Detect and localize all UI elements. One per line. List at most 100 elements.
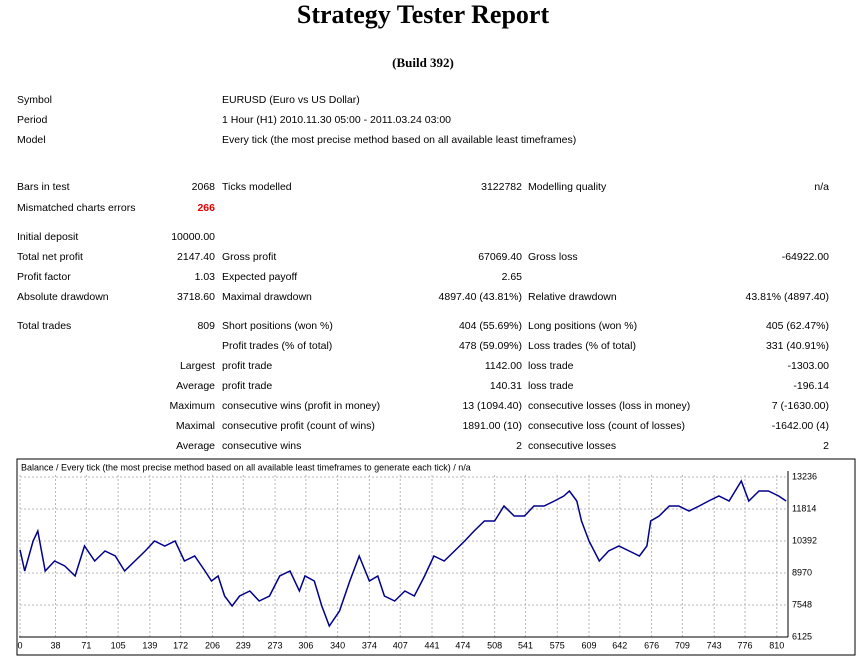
stat-value: Largest <box>180 360 215 372</box>
x-tick-label: 609 <box>581 640 596 650</box>
stat-label: Modelling quality <box>528 181 607 193</box>
x-tick-label: 575 <box>550 640 565 650</box>
stat-label: Mismatched charts errors <box>17 202 135 214</box>
stat-label: consecutive losses <box>528 440 616 452</box>
stat-label: Relative drawdown <box>528 291 617 303</box>
stat-value: 67069.40 <box>478 251 522 263</box>
stat-value: -196.14 <box>793 380 829 392</box>
stat-label: Initial deposit <box>17 231 78 243</box>
stat-label: Profit factor <box>17 271 71 283</box>
y-tick-label: 10392 <box>792 535 817 545</box>
stat-value: 140.31 <box>490 380 522 392</box>
stat-label: Total trades <box>17 320 71 332</box>
x-tick-label: 541 <box>518 640 533 650</box>
stat-value: 2147.40 <box>177 251 215 263</box>
stat-value: 1142.00 <box>485 360 522 372</box>
x-tick-label: 374 <box>362 640 377 650</box>
stat-value: Average <box>176 440 215 452</box>
stat-value: 3122782 <box>481 181 522 193</box>
stat-value: 3718.60 <box>177 291 215 303</box>
stat-label: Gross profit <box>222 251 276 263</box>
stat-label: Loss trades (% of total) <box>528 340 636 352</box>
stat-value: 7 (-1630.00) <box>772 400 829 412</box>
x-tick-label: 71 <box>81 640 91 650</box>
x-tick-label: 709 <box>675 640 690 650</box>
stat-label: consecutive profit (count of wins) <box>222 420 375 432</box>
x-tick-label: 642 <box>612 640 627 650</box>
stat-label: profit trade <box>222 360 272 372</box>
stat-value: -64922.00 <box>782 251 829 263</box>
info-value: Every tick (the most precise method base… <box>222 134 576 146</box>
stat-label: consecutive loss (count of losses) <box>528 420 685 432</box>
x-tick-label: 139 <box>142 640 157 650</box>
stat-value: 809 <box>197 320 215 332</box>
stat-value: -1642.00 (4) <box>772 420 829 432</box>
stat-label: Expected payoff <box>222 271 297 283</box>
stat-label: Ticks modelled <box>222 181 292 193</box>
stat-value: 266 <box>197 202 215 214</box>
stat-label: profit trade <box>222 380 272 392</box>
stat-value: 13 (1094.40) <box>462 400 522 412</box>
x-tick-label: 306 <box>298 640 313 650</box>
x-tick-label: 206 <box>205 640 220 650</box>
stat-label: Maximal drawdown <box>222 291 312 303</box>
x-tick-label: 0 <box>17 640 22 650</box>
stat-value: 2.65 <box>502 271 523 283</box>
x-tick-label: 743 <box>707 640 722 650</box>
stat-label: Total net profit <box>17 251 83 263</box>
stat-label: loss trade <box>528 360 574 372</box>
stat-label: Short positions (won %) <box>222 320 333 332</box>
report-title: Strategy Tester Report <box>297 0 550 29</box>
stat-label: Long positions (won %) <box>528 320 637 332</box>
build: (Build 392) <box>392 55 454 70</box>
stat-value: 1.03 <box>195 271 216 283</box>
stat-value: 2 <box>823 440 829 452</box>
stat-value: Average <box>176 380 215 392</box>
info-value: 1 Hour (H1) 2010.11.30 05:00 - 2011.03.2… <box>222 114 451 126</box>
x-tick-label: 407 <box>393 640 408 650</box>
x-tick-label: 810 <box>769 640 784 650</box>
stat-value: 331 (40.91%) <box>766 340 829 352</box>
stat-value: n/a <box>814 181 829 193</box>
stat-label: Profit trades (% of total) <box>222 340 332 352</box>
balance-line <box>19 479 787 628</box>
x-tick-label: 508 <box>487 640 502 650</box>
x-tick-label: 441 <box>425 640 440 650</box>
stat-label: consecutive losses (loss in money) <box>528 400 690 412</box>
info-label: Symbol <box>17 94 52 106</box>
stat-value: 10000.00 <box>171 231 215 243</box>
stat-label: consecutive wins (profit in money) <box>222 400 380 412</box>
stat-label: Gross loss <box>528 251 578 263</box>
y-tick-label: 7548 <box>792 599 812 609</box>
chart-frame <box>16 458 856 656</box>
y-tick-label: 8970 <box>792 567 812 577</box>
x-tick-label: 676 <box>644 640 659 650</box>
y-tick-label: 11814 <box>792 503 816 513</box>
y-tick-label: 6125 <box>792 631 812 641</box>
stat-value: 43.81% (4897.40) <box>746 291 829 303</box>
x-tick-label: 474 <box>455 640 470 650</box>
stat-label: consecutive wins <box>222 440 301 452</box>
stat-label: loss trade <box>528 380 574 392</box>
x-tick-label: 172 <box>173 640 188 650</box>
stat-value: -1303.00 <box>788 360 830 372</box>
stat-value: 404 (55.69%) <box>459 320 522 332</box>
x-tick-label: 776 <box>738 640 753 650</box>
x-tick-label: 105 <box>111 640 126 650</box>
x-tick-label: 239 <box>236 640 251 650</box>
x-tick-label: 340 <box>330 640 345 650</box>
stat-value: 1891.00 (10) <box>462 420 522 432</box>
y-tick-label: 13236 <box>792 471 817 481</box>
x-tick-label: 273 <box>268 640 283 650</box>
stat-value: 2 <box>516 440 522 452</box>
stat-value: Maximal <box>176 420 215 432</box>
info-label: Period <box>17 114 48 126</box>
info-label: Model <box>17 134 46 146</box>
stat-value: 2068 <box>192 181 216 193</box>
chart-title: Balance / Every tick (the most precise m… <box>21 462 471 472</box>
stat-value: 478 (59.09%) <box>459 340 522 352</box>
stat-label: Bars in test <box>17 181 70 193</box>
x-tick-label: 38 <box>50 640 60 650</box>
info-value: EURUSD (Euro vs US Dollar) <box>222 94 360 106</box>
